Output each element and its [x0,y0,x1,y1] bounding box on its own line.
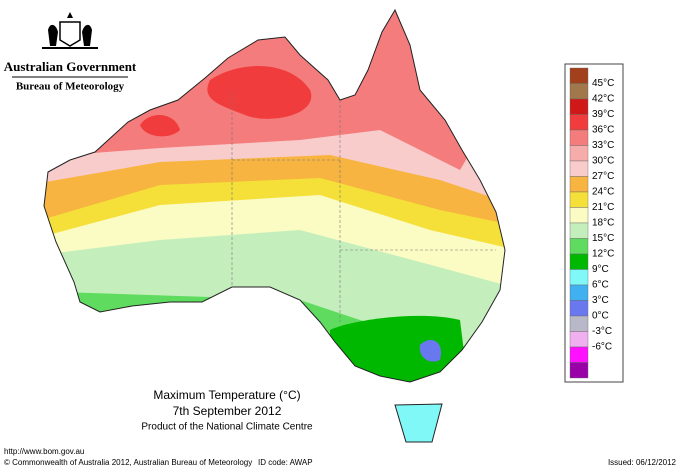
legend-swatch [569,145,589,162]
legend-label: 9°C [592,264,609,275]
legend-label: 42°C [592,94,614,105]
legend-label: 3°C [592,295,609,306]
legend-label: 6°C [592,280,609,291]
legend-label: 12°C [592,249,614,260]
legend-label: 27°C [592,171,614,182]
legend-swatch [569,315,589,332]
legend-label: 39°C [592,109,614,120]
legend-swatch [569,129,589,146]
legend-label: -6°C [592,342,612,353]
legend-label: 21°C [592,202,614,213]
legend-label: 36°C [592,125,614,136]
legend-swatch [569,98,589,115]
legend-swatch [569,269,589,286]
legend-swatch [569,67,589,84]
map-date: 7th September 2012 [173,404,282,418]
bureau-name: Bureau of Meteorology [16,81,125,93]
legend-swatch [569,114,589,131]
copyright: © Commonwealth of Australia 2012, Austra… [4,458,252,467]
legend-swatch [569,284,589,301]
issued-date: Issued: 06/12/2012 [608,458,677,467]
crest [42,12,98,49]
legend-swatch [569,222,589,239]
legend-swatch [569,83,589,100]
legend: 45°C 42°C 39°C 36°C 33°C 30°C 27°C 24°C 21°C 18°C… [564,63,624,383]
map-title: Maximum Temperature (°C) [153,388,300,402]
coastline [43,8,506,443]
government-name: Australian Government [4,59,137,74]
legend-label: 18°C [592,218,614,229]
legend-swatch [569,253,589,270]
legend-swatch [569,207,589,224]
legend-label: 0°C [592,311,609,322]
legend-swatch [569,331,589,348]
legend-label: 33°C [592,140,614,151]
legend-swatch [569,362,589,379]
legend-swatch [569,160,589,177]
state-borders [231,92,496,322]
url: http://www.bom.gov.au [4,447,84,456]
legend-swatch [569,176,589,193]
legend-label: 30°C [592,156,614,167]
legend-swatch [569,191,589,208]
legend-label: 15°C [592,233,614,244]
id-code: ID code: AWAP [258,458,313,467]
legend-label: 45°C [592,78,614,89]
legend-swatch [569,346,589,363]
legend-label: 24°C [592,187,614,198]
legend-swatch [569,238,589,255]
product-note: Product of the National Climate Centre [141,422,313,433]
legend-label: -3°C [592,326,612,337]
legend-swatch [569,300,589,317]
